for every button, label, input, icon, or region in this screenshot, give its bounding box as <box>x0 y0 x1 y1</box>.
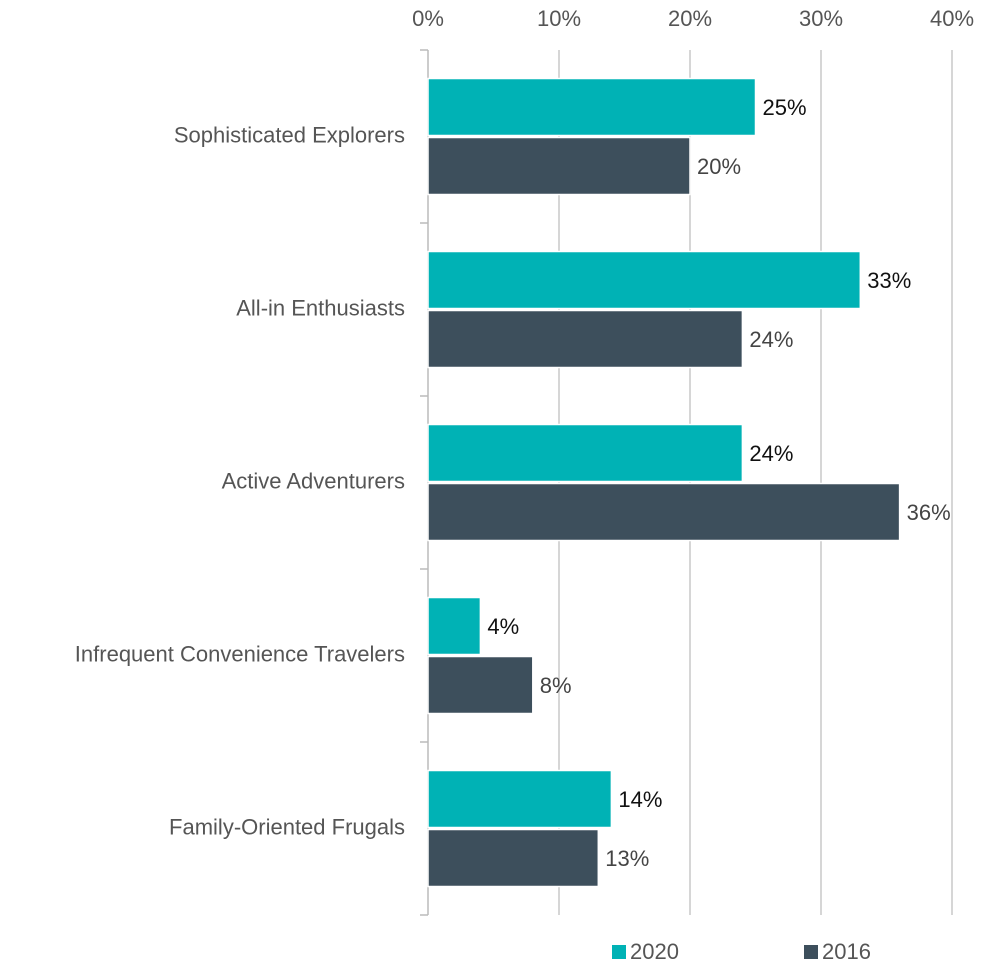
legend-swatch <box>612 945 626 959</box>
bar <box>427 769 613 829</box>
value-label: 13% <box>605 846 649 871</box>
bar <box>427 136 691 196</box>
x-tick-label: 30% <box>799 6 843 31</box>
value-label: 36% <box>907 500 951 525</box>
legend-swatch <box>804 945 818 959</box>
category-label: Infrequent Convenience Travelers <box>75 641 405 666</box>
value-label: 20% <box>697 154 741 179</box>
category-label: Family-Oriented Frugals <box>169 814 405 839</box>
value-label: 8% <box>540 673 572 698</box>
bar <box>427 655 534 715</box>
bar <box>427 309 744 369</box>
category-label: Sophisticated Explorers <box>174 122 405 147</box>
legend-label: 2016 <box>822 939 871 963</box>
bar <box>427 828 600 888</box>
category-label: All-in Enthusiasts <box>236 295 405 320</box>
x-tick-label: 0% <box>412 6 444 31</box>
x-tick-label: 40% <box>930 6 974 31</box>
category-label: Active Adventurers <box>222 468 405 493</box>
x-tick-label: 10% <box>537 6 581 31</box>
x-tick-label: 20% <box>668 6 712 31</box>
value-label: 24% <box>749 327 793 352</box>
bar <box>427 77 757 137</box>
value-label: 4% <box>487 614 519 639</box>
bar <box>427 596 482 656</box>
bar <box>427 250 862 310</box>
value-label: 14% <box>618 787 662 812</box>
value-label: 25% <box>763 95 807 120</box>
value-label: 24% <box>749 441 793 466</box>
value-label: 33% <box>867 268 911 293</box>
bar <box>427 482 901 542</box>
bar <box>427 423 744 483</box>
legend-label: 2020 <box>630 939 679 963</box>
